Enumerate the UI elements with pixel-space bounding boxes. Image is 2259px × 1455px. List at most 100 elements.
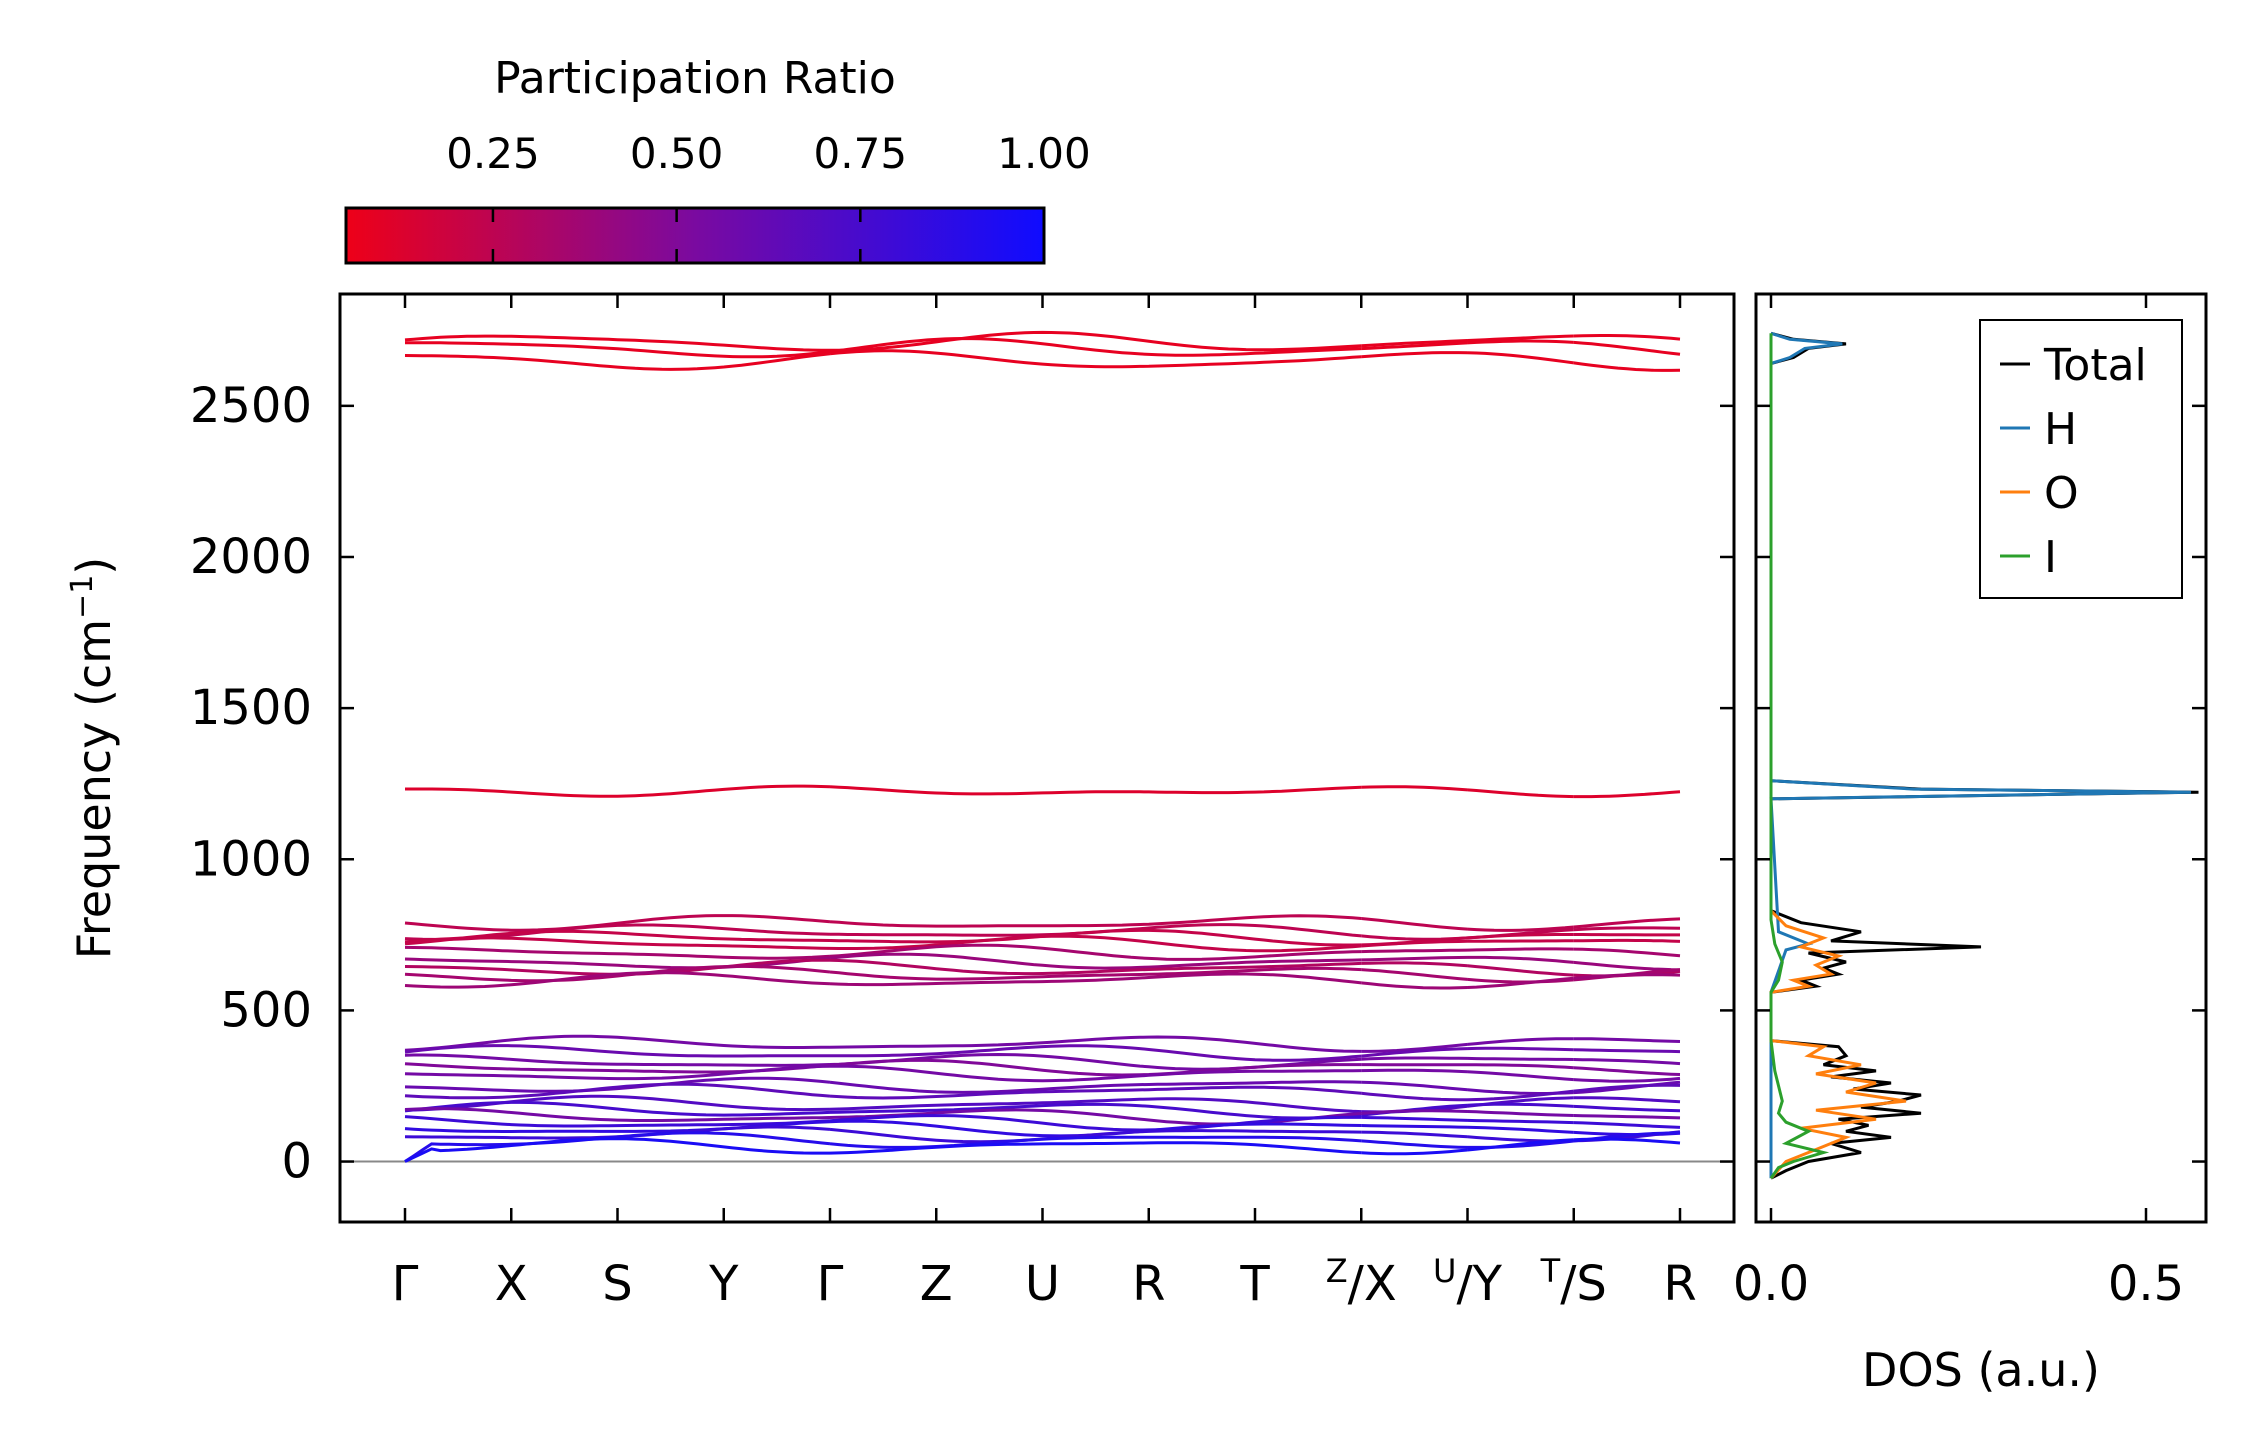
phonon-band bbox=[404, 334, 830, 352]
phonon-band bbox=[404, 936, 831, 950]
phonon-band bbox=[1573, 973, 1681, 980]
phonon-band bbox=[1361, 1068, 1468, 1074]
y-tick-label: 2500 bbox=[190, 378, 312, 434]
x-tick-label: R bbox=[1663, 1256, 1696, 1312]
phonon-band bbox=[1573, 361, 1681, 372]
y-tick-label: 500 bbox=[220, 982, 312, 1038]
phonon-bands bbox=[404, 330, 1681, 1163]
phonon-band bbox=[1467, 925, 1574, 932]
dos-series-h bbox=[1769, 331, 2192, 1179]
phonon-band bbox=[1573, 1104, 1681, 1113]
phonon-band bbox=[1573, 1121, 1681, 1129]
phonon-band bbox=[1361, 917, 1468, 931]
phonon-band bbox=[830, 1044, 1362, 1062]
phonon-band bbox=[1467, 964, 1574, 977]
dos-x-tick-label: 0.0 bbox=[1733, 1256, 1809, 1312]
phonon-band bbox=[829, 934, 1362, 953]
phonon-band bbox=[1573, 938, 1681, 943]
phonon-band bbox=[1361, 341, 1468, 351]
phonon-band bbox=[404, 1131, 831, 1163]
x-tick-label: T/S bbox=[1540, 1252, 1607, 1312]
main-plot-frame bbox=[338, 292, 1736, 1224]
phonon-band bbox=[1361, 1115, 1468, 1122]
phonon-band bbox=[1573, 1048, 1681, 1054]
dos-plot-frame bbox=[1754, 292, 2208, 1224]
phonon-band bbox=[1467, 334, 1574, 342]
phonon-band bbox=[1467, 1046, 1574, 1052]
colorbar-ticks: 0.25 0.50 0.75 1.00 bbox=[446, 129, 1091, 263]
phonon-band bbox=[1361, 785, 1468, 792]
phonon-band bbox=[1573, 1096, 1681, 1104]
phonon-band bbox=[829, 1141, 1362, 1155]
phonon-band bbox=[1361, 939, 1468, 948]
phonon-band bbox=[829, 928, 1362, 947]
phonon-band bbox=[1467, 939, 1574, 943]
phonon-band bbox=[1467, 947, 1574, 952]
phonon-band bbox=[1361, 1042, 1468, 1053]
phonon-band bbox=[829, 330, 1362, 352]
phonon-band bbox=[829, 349, 1362, 369]
phonon-band bbox=[829, 336, 1362, 357]
phonon-band bbox=[1467, 1102, 1574, 1108]
x-tick-label: X bbox=[495, 1256, 528, 1312]
dos-series-i bbox=[1769, 333, 1830, 1180]
phonon-band bbox=[1467, 1138, 1574, 1152]
y-tick-label: 2000 bbox=[190, 529, 312, 585]
phonon-band bbox=[829, 972, 1362, 987]
phonon-band bbox=[1361, 1130, 1468, 1139]
legend-frame bbox=[1979, 319, 2183, 599]
x-tick-label: Z bbox=[920, 1256, 953, 1312]
legend-label: I bbox=[2044, 532, 2057, 583]
dos-panel: 0.0 0.5 DOS (a.u.) Total HOI bbox=[1733, 292, 2208, 1397]
dos-x-tick-label: 0.5 bbox=[2108, 1256, 2184, 1312]
phonon-band bbox=[404, 1107, 831, 1122]
x-tick-label: R bbox=[1132, 1256, 1165, 1312]
x-tick-label: Γ bbox=[817, 1256, 844, 1312]
phonon-band bbox=[1467, 1125, 1574, 1134]
phonon-band bbox=[404, 1034, 831, 1052]
phonon-band bbox=[404, 1115, 831, 1128]
phonon-band bbox=[1361, 981, 1468, 990]
phonon-band bbox=[829, 1035, 1362, 1053]
phonon-band bbox=[404, 1044, 830, 1058]
phonon-band bbox=[830, 1064, 1362, 1083]
phonon-band bbox=[1361, 339, 1468, 348]
phonon-band bbox=[1361, 1091, 1468, 1102]
phonon-band bbox=[405, 784, 831, 798]
main-axes: Γ X S Y Γ Z U R T Z/X U/Y T/S R 0 500 1000 1500 2000 2500 bbox=[190, 294, 1734, 1312]
phonon-band bbox=[404, 964, 831, 983]
phonon-band bbox=[1361, 1056, 1468, 1061]
phonon-band bbox=[829, 966, 1362, 981]
x-tick-label: Γ bbox=[392, 1256, 419, 1312]
colorbar-gradient bbox=[344, 206, 1046, 265]
phonon-band bbox=[829, 1080, 1362, 1094]
phonon-band bbox=[404, 1064, 831, 1081]
colorbar: Participation Ratio 0.25 0.50 0.75 1.00 bbox=[344, 53, 1091, 265]
band-structure-panel: Γ X S Y Γ Z U R T Z/X U/Y T/S R05001000150020002500 … bbox=[65, 292, 1736, 1312]
legend-label: O bbox=[2044, 468, 2079, 519]
phonon-band bbox=[1573, 334, 1681, 341]
phonon-band bbox=[1573, 1037, 1681, 1043]
phonon-band bbox=[1361, 1109, 1468, 1115]
phonon-band bbox=[829, 1058, 1362, 1077]
phonon-band bbox=[404, 341, 831, 359]
legend: Total HOI bbox=[1979, 319, 2183, 599]
phonon-band bbox=[1467, 339, 1574, 345]
phonon-band bbox=[1361, 1139, 1468, 1149]
phonon-band bbox=[829, 785, 1362, 796]
colorbar-label: Participation Ratio bbox=[494, 53, 896, 104]
phonon-band bbox=[829, 914, 1362, 928]
y-axis-label: Frequency (cm−1) bbox=[65, 557, 121, 960]
y-tick-label: 1500 bbox=[190, 680, 312, 736]
phonon-band bbox=[1573, 947, 1681, 958]
y-tick-label: 1000 bbox=[190, 831, 312, 887]
phonon-band bbox=[1573, 1076, 1681, 1083]
phonon-band bbox=[404, 971, 831, 989]
phonon-band bbox=[1467, 351, 1575, 365]
phonon-band bbox=[829, 1102, 1362, 1120]
dos-curves bbox=[1769, 331, 2199, 1180]
phonon-band bbox=[1573, 340, 1681, 356]
phonon-band bbox=[404, 914, 831, 932]
phonon-band bbox=[1361, 961, 1468, 968]
